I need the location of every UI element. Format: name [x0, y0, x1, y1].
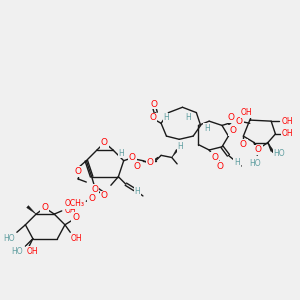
Text: O: O: [101, 191, 108, 200]
Text: H: H: [135, 187, 140, 196]
Text: H: H: [164, 113, 169, 122]
Text: OCH₃: OCH₃: [64, 199, 84, 208]
Text: O: O: [150, 100, 157, 109]
Text: O: O: [74, 167, 81, 176]
Text: O: O: [41, 203, 48, 212]
Text: HO: HO: [249, 159, 260, 168]
Text: OH: OH: [282, 117, 293, 126]
Text: O: O: [229, 126, 236, 135]
Text: O: O: [216, 161, 224, 170]
Text: O: O: [129, 153, 136, 162]
Text: H: H: [119, 149, 124, 158]
Text: H: H: [178, 142, 183, 151]
Text: O: O: [149, 113, 156, 122]
Text: O: O: [72, 213, 79, 222]
Text: HO: HO: [273, 149, 285, 158]
Text: OH: OH: [282, 130, 293, 139]
Text: O: O: [92, 185, 98, 194]
Text: O: O: [147, 158, 154, 167]
Text: H: H: [185, 113, 191, 122]
Polygon shape: [268, 142, 274, 153]
Text: HO: HO: [3, 234, 15, 243]
Text: O: O: [211, 153, 218, 162]
Text: O: O: [88, 194, 95, 202]
Text: O: O: [240, 140, 247, 149]
Text: OH: OH: [70, 234, 82, 243]
Polygon shape: [27, 206, 36, 214]
Text: O: O: [227, 113, 234, 122]
Text: H: H: [234, 158, 240, 167]
Text: O: O: [255, 146, 262, 154]
Text: O: O: [236, 117, 243, 126]
Text: OH: OH: [241, 108, 252, 117]
Text: O: O: [133, 161, 140, 170]
Text: OH: OH: [27, 247, 39, 256]
Text: HO: HO: [12, 247, 23, 256]
Text: O: O: [101, 138, 108, 147]
Polygon shape: [172, 149, 178, 158]
Text: H: H: [204, 124, 210, 133]
Text: OH: OH: [65, 206, 76, 215]
